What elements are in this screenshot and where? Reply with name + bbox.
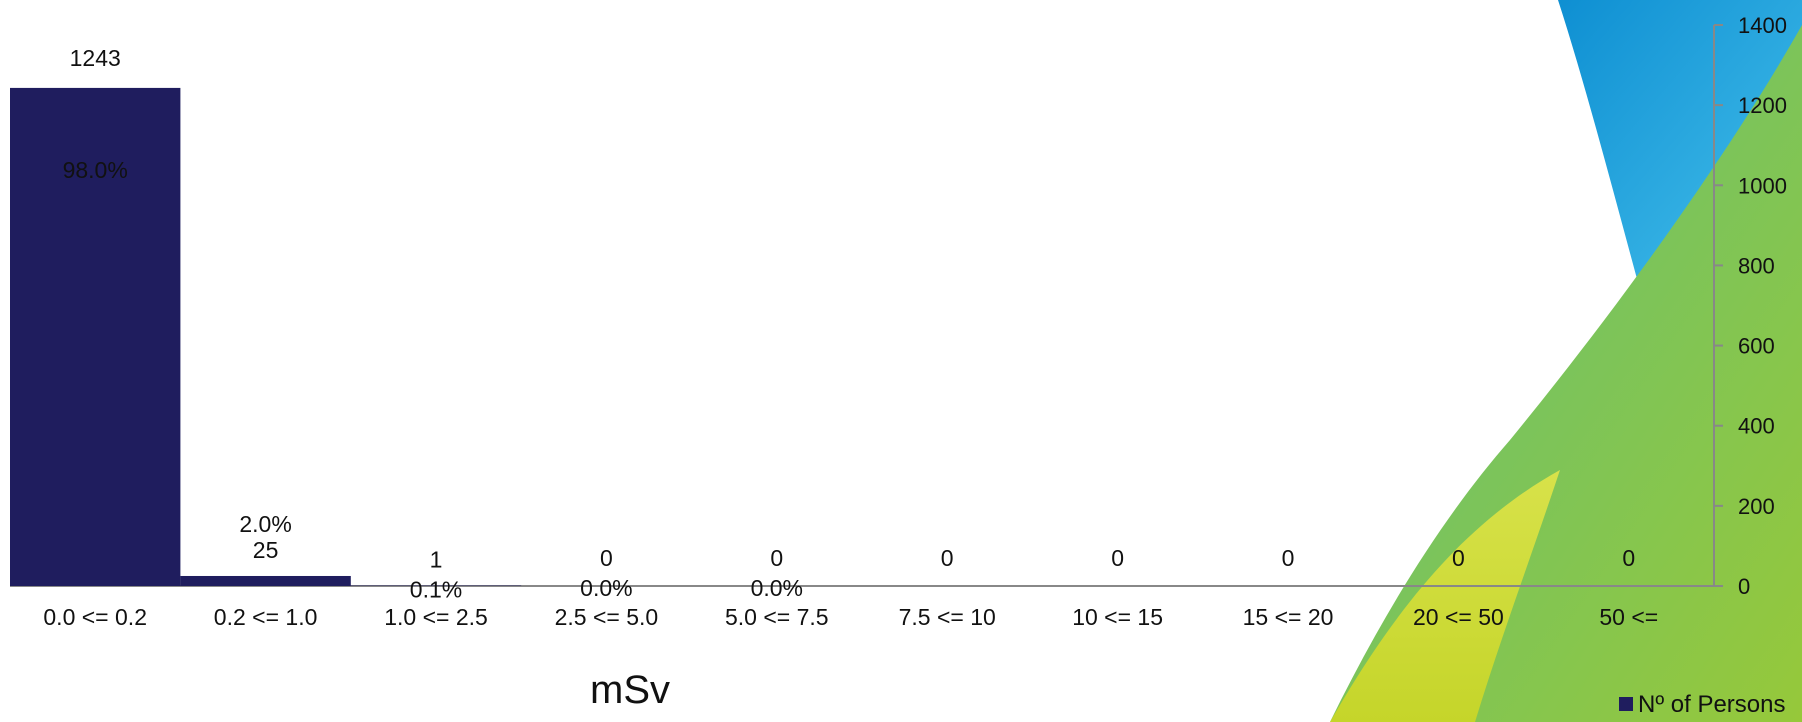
value-label: 25 <box>253 537 279 563</box>
legend-swatch <box>1619 697 1633 711</box>
category-label: 0.2 <= 1.0 <box>214 604 318 630</box>
y-tick-label: 200 <box>1738 494 1775 519</box>
percent-label: 0.0% <box>580 575 632 601</box>
value-label: 0 <box>941 545 954 571</box>
value-label: 0 <box>1452 545 1465 571</box>
background-lime-swoosh <box>1330 470 1560 722</box>
legend-label: Nº of Persons <box>1638 691 1786 718</box>
x-axis-title: mSv <box>590 668 670 712</box>
value-label: 0 <box>1622 545 1635 571</box>
category-label: 7.5 <= 10 <box>899 604 996 630</box>
y-tick-label: 400 <box>1738 414 1775 439</box>
y-tick-label: 0 <box>1738 574 1750 599</box>
category-label: 0.0 <= 0.2 <box>43 604 147 630</box>
category-label: 20 <= 50 <box>1413 604 1504 630</box>
category-label: 15 <= 20 <box>1243 604 1334 630</box>
y-tick-label: 1000 <box>1738 173 1787 198</box>
bar <box>180 575 351 586</box>
category-label: 1.0 <= 2.5 <box>384 604 488 630</box>
category-label: 2.5 <= 5.0 <box>555 604 659 630</box>
percent-label: 0.1% <box>410 577 462 603</box>
percent-label: 0.0% <box>751 575 803 601</box>
y-tick-label: 800 <box>1738 253 1775 278</box>
bars <box>10 87 522 586</box>
category-label: 5.0 <= 7.5 <box>725 604 829 630</box>
legend: Nº of Persons <box>1619 691 1786 718</box>
background-decoration <box>1330 0 1802 722</box>
value-label: 1 <box>430 547 443 573</box>
bar <box>10 87 181 586</box>
value-label: 1243 <box>70 45 121 71</box>
percent-label: 98.0% <box>63 157 128 183</box>
value-label: 0 <box>770 545 783 571</box>
category-label: 10 <= 15 <box>1072 604 1163 630</box>
category-labels: 0.0 <= 0.2 0.2 <= 1.0 1.0 <= 2.5 2.5 <= 5.0… <box>43 604 1658 630</box>
background-green-swoosh <box>1330 25 1802 722</box>
value-labels: 1243 98.0% 252.0% 1 0.1% 0 0.0% 0 0.0% 0 0 0 0 0 <box>63 45 1636 603</box>
value-label: 0 <box>1282 545 1295 571</box>
y-tick-label: 1400 <box>1738 13 1787 38</box>
category-label: 50 <= <box>1599 604 1658 630</box>
y-tick-label: 1200 <box>1738 93 1787 118</box>
value-label: 0 <box>1111 545 1124 571</box>
percent-label: 2.0% <box>239 511 291 537</box>
y-tick-label: 600 <box>1738 334 1775 359</box>
value-label: 0 <box>600 545 613 571</box>
